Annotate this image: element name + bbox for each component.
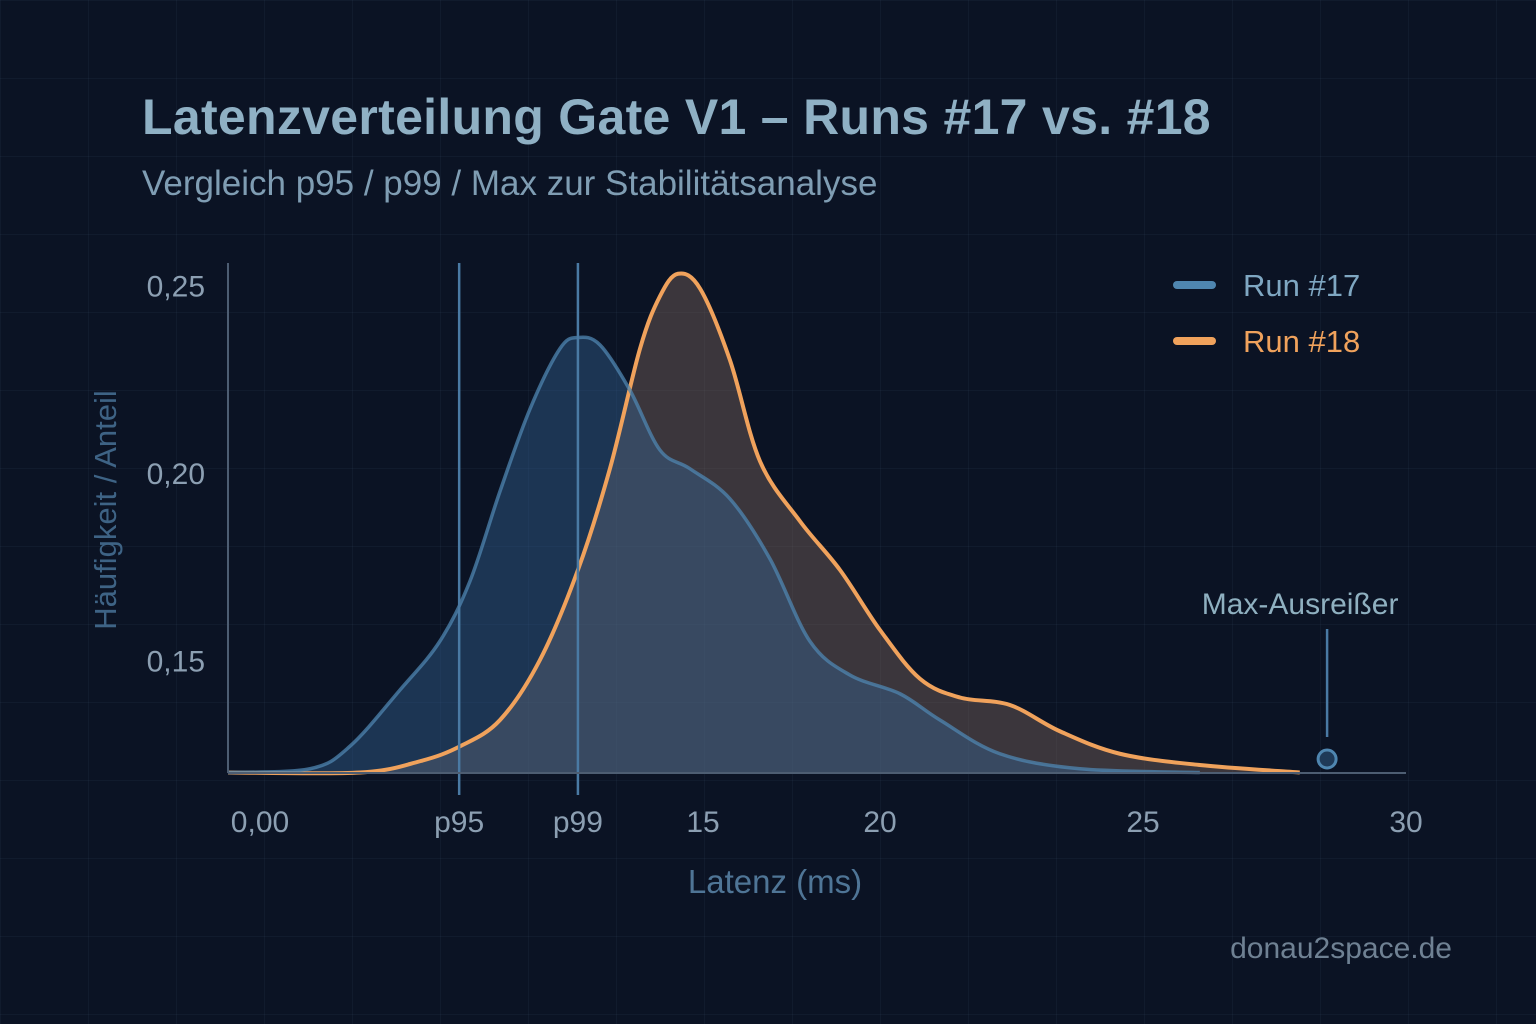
max-outlier-label: Max-Ausreißer: [1202, 588, 1399, 621]
x-tick-label: 20: [863, 806, 896, 839]
legend-label: Run #18: [1243, 324, 1360, 359]
x-tick-label: 30: [1389, 806, 1422, 839]
y-tick-label: 0,25: [147, 271, 205, 304]
x-tick-label: 0,00: [231, 806, 289, 839]
chart-subtitle: Vergleich p95 / p99 / Max zur Stabilität…: [142, 164, 878, 203]
x-tick-label: 25: [1126, 806, 1159, 839]
x-tick-label: p95: [434, 806, 484, 839]
line-run17: [227, 335, 1200, 775]
area-run17: [228, 337, 1200, 773]
y-axis-label: Häufigkeit / Anteil: [88, 390, 123, 630]
line-run18: [227, 271, 1300, 776]
y-tick-label: 0,15: [147, 646, 205, 679]
x-tick-label: p99: [553, 806, 603, 839]
area-run18: [228, 273, 1300, 774]
y-tick-label: 0,20: [147, 458, 205, 491]
x-axis-label: Latenz (ms): [688, 863, 862, 900]
watermark: donau2space.de: [1230, 932, 1452, 965]
legend-label: Run #17: [1243, 268, 1360, 303]
max-outlier-marker: [1316, 748, 1338, 770]
x-tick-label: 15: [686, 806, 719, 839]
chart-title: Latenzverteilung Gate V1 – Runs #17 vs. …: [142, 89, 1211, 145]
